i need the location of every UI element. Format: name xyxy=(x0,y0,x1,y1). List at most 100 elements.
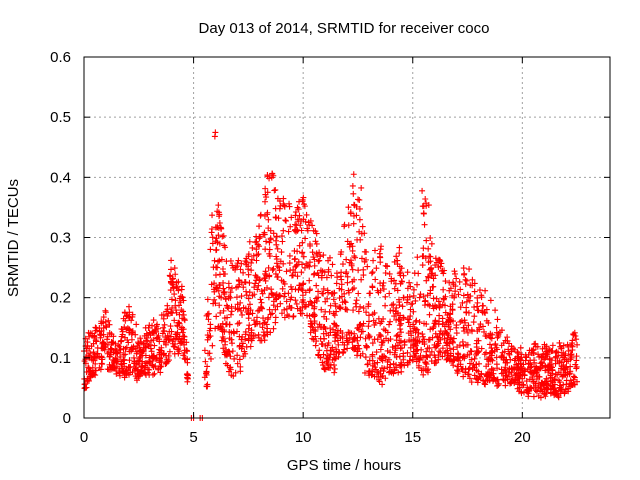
data-point xyxy=(302,218,309,225)
data-point xyxy=(272,319,279,326)
data-point xyxy=(367,290,374,297)
data-point xyxy=(446,287,453,294)
data-point xyxy=(168,266,175,273)
data-point xyxy=(397,312,404,319)
data-point xyxy=(158,363,165,370)
data-point xyxy=(349,286,356,293)
data-point xyxy=(148,337,155,344)
data-point xyxy=(214,264,221,271)
data-point xyxy=(302,289,309,296)
data-point xyxy=(306,277,313,284)
data-point xyxy=(475,368,482,375)
data-point xyxy=(93,327,100,334)
data-point xyxy=(552,388,559,395)
data-point xyxy=(149,353,156,360)
data-point xyxy=(265,225,272,232)
data-point xyxy=(180,308,187,315)
data-point xyxy=(163,352,170,359)
data-point xyxy=(146,354,153,361)
data-point xyxy=(460,342,467,349)
data-point xyxy=(123,344,130,351)
data-point xyxy=(509,366,516,373)
data-point xyxy=(181,349,188,356)
data-point xyxy=(342,270,349,277)
data-point xyxy=(549,377,556,384)
data-point xyxy=(142,344,149,351)
data-point xyxy=(263,328,270,335)
data-point xyxy=(330,296,337,303)
data-point xyxy=(230,328,237,335)
data-point xyxy=(430,275,437,282)
data-point xyxy=(561,390,568,397)
data-point xyxy=(240,284,247,291)
data-point xyxy=(237,299,244,306)
data-point xyxy=(460,373,467,380)
data-point xyxy=(204,336,211,343)
data-point xyxy=(445,323,452,330)
data-point xyxy=(365,318,372,325)
data-point xyxy=(410,292,417,299)
data-point xyxy=(357,352,364,359)
data-point xyxy=(139,348,146,355)
data-point xyxy=(449,301,456,308)
data-point xyxy=(463,298,470,305)
data-point xyxy=(485,361,492,368)
data-point xyxy=(137,339,144,346)
data-point xyxy=(414,338,421,345)
data-point xyxy=(459,365,466,372)
data-point xyxy=(462,319,469,326)
x-tick-label: 15 xyxy=(404,429,421,446)
data-point xyxy=(571,374,578,381)
data-point xyxy=(213,235,220,242)
data-point xyxy=(430,324,437,331)
data-point xyxy=(443,329,450,336)
data-point xyxy=(398,265,405,272)
data-point xyxy=(242,305,249,312)
data-point xyxy=(102,307,109,314)
data-point xyxy=(474,376,481,383)
data-point xyxy=(392,308,399,315)
data-point xyxy=(292,263,299,270)
data-point xyxy=(283,268,290,275)
data-point xyxy=(262,185,269,192)
data-point xyxy=(439,315,446,322)
data-point xyxy=(414,254,421,261)
data-point xyxy=(292,297,299,304)
data-point xyxy=(534,388,541,395)
data-point xyxy=(125,303,132,310)
data-point xyxy=(124,312,131,319)
data-point xyxy=(494,376,501,383)
data-point xyxy=(320,362,327,369)
data-point xyxy=(364,361,371,368)
data-point xyxy=(443,356,450,363)
data-point xyxy=(350,307,357,314)
data-point xyxy=(99,339,106,346)
data-point xyxy=(128,346,135,353)
data-point xyxy=(501,377,508,384)
data-point xyxy=(404,349,411,356)
data-point xyxy=(349,339,356,346)
data-point xyxy=(452,288,459,295)
data-point xyxy=(220,279,227,286)
data-point xyxy=(216,293,223,300)
data-point xyxy=(121,334,128,341)
data-point xyxy=(209,342,216,349)
data-point xyxy=(222,244,229,251)
data-point xyxy=(481,328,488,335)
data-point xyxy=(489,348,496,355)
data-point xyxy=(505,350,512,357)
data-point xyxy=(86,368,93,375)
data-point xyxy=(380,326,387,333)
data-point xyxy=(280,260,287,267)
data-point xyxy=(125,339,132,346)
data-point xyxy=(352,254,359,261)
data-point xyxy=(511,376,518,383)
data-point xyxy=(379,339,386,346)
data-point xyxy=(466,375,473,382)
data-point xyxy=(128,317,135,324)
data-point xyxy=(277,300,284,307)
data-point xyxy=(165,310,172,317)
data-point xyxy=(164,302,171,309)
data-point xyxy=(267,236,274,243)
data-point xyxy=(349,278,356,285)
